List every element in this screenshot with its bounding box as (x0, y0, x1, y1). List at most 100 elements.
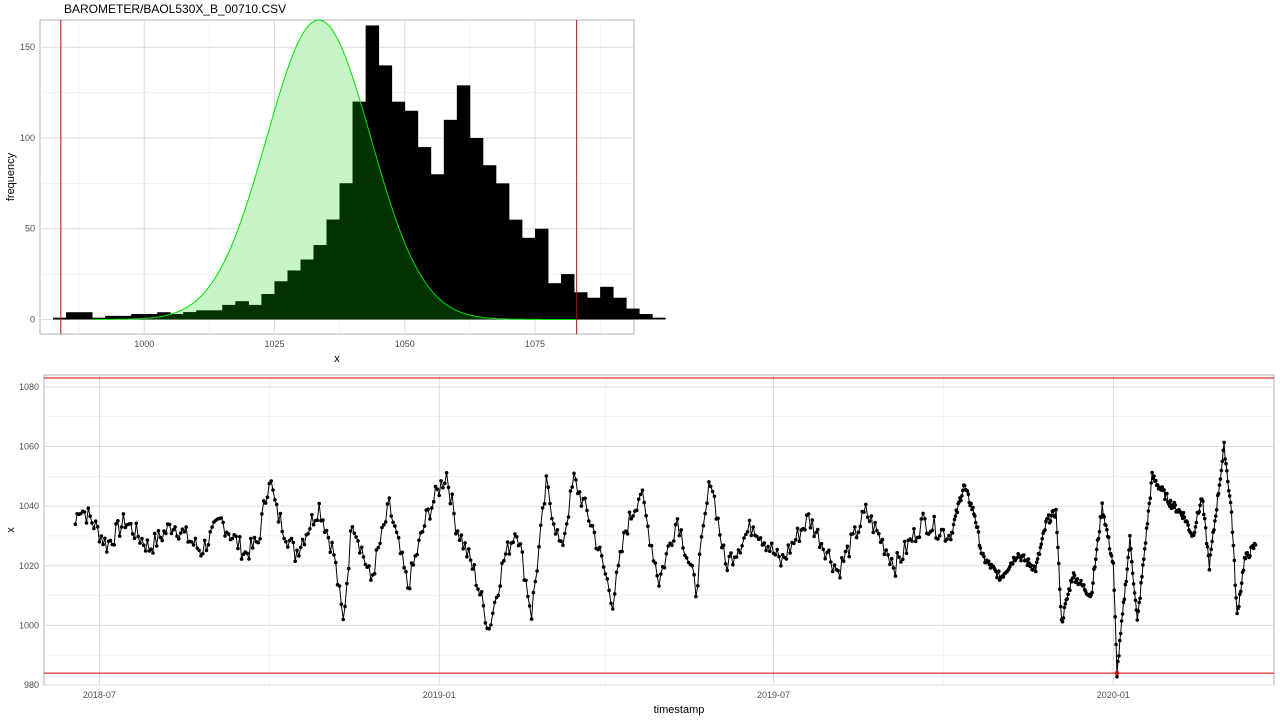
timeseries-point (348, 529, 353, 533)
timeseries-point (666, 544, 670, 548)
timeseries-point (407, 586, 412, 591)
timeseries-point (105, 550, 109, 554)
timeseries-point (655, 573, 659, 578)
timeseries-point (478, 592, 482, 597)
timeseries-point (609, 601, 613, 606)
timeseries-point (646, 524, 650, 528)
timeseries-point (352, 531, 357, 536)
timeseries-point (204, 548, 209, 553)
histogram-x-tick-label: 1075 (525, 339, 545, 349)
timeseries-point (1122, 597, 1127, 601)
timeseries-point (838, 576, 842, 580)
timeseries-point (361, 555, 366, 559)
timeseries-point (904, 551, 909, 556)
timeseries-point (459, 533, 464, 537)
timeseries-point (847, 554, 851, 559)
timeseries-point (1239, 589, 1243, 594)
histogram-bar-overlap (326, 219, 341, 320)
timeseries-point (380, 525, 384, 530)
timeseries-point (592, 530, 597, 535)
timeseries-point (515, 535, 519, 539)
timeseries-point (945, 537, 949, 541)
timeseries-point (151, 551, 155, 555)
timeseries-point (1135, 618, 1140, 622)
timeseries-point (969, 501, 973, 506)
timeseries-point (1115, 674, 1119, 679)
timeseries-point (823, 556, 827, 561)
timeseries-point (1234, 596, 1238, 600)
timeseries-point (1214, 507, 1219, 512)
timeseries-point (286, 545, 290, 549)
timeseries-point (1219, 468, 1224, 473)
timeseries-x-axis-label: timestamp (654, 704, 705, 716)
timeseries-point (638, 492, 643, 497)
timeseries-point (616, 563, 621, 568)
timeseries-point (476, 587, 480, 591)
timeseries-point (902, 539, 907, 544)
timeseries-point (1223, 457, 1227, 461)
timeseries-point (1118, 631, 1123, 636)
timeseries-point (1031, 568, 1035, 572)
timeseries-point (1142, 547, 1147, 551)
timeseries-point (955, 510, 960, 515)
timeseries-y-tick-label: 1040 (19, 501, 39, 511)
timeseries-point (725, 568, 730, 573)
timeseries-point (417, 538, 421, 543)
timeseries-point (1171, 505, 1176, 510)
timeseries-point (657, 584, 661, 588)
timeseries-point (590, 524, 595, 528)
timeseries-point (768, 549, 772, 553)
timeseries-point (1051, 508, 1056, 513)
histogram-bar (561, 274, 575, 320)
timeseries-point (1033, 564, 1037, 569)
timeseries-point (843, 549, 848, 554)
timeseries-point (736, 548, 741, 552)
timeseries-point (1119, 619, 1124, 623)
timeseries-point (697, 552, 702, 556)
timeseries-point (337, 584, 342, 588)
timeseries-point (73, 522, 78, 526)
timeseries-point (599, 554, 604, 558)
timeseries-point (1130, 559, 1134, 564)
timeseries-point (1037, 552, 1042, 556)
timeseries-point (433, 484, 438, 489)
timeseries-point (758, 536, 763, 540)
timeseries-point (923, 517, 927, 521)
histogram-bar-overlap (339, 183, 354, 320)
timeseries-point (913, 539, 918, 544)
histogram-bar-overlap (209, 310, 223, 320)
timeseries-point (718, 533, 722, 537)
timeseries-point (1225, 469, 1229, 473)
timeseries-point (598, 545, 602, 550)
timeseries-point (721, 543, 726, 547)
timeseries-point (1094, 547, 1099, 552)
histogram-bar (456, 85, 471, 320)
timeseries-point (1063, 601, 1068, 606)
timeseries-point (472, 563, 477, 567)
timeseries-point (1221, 448, 1225, 453)
timeseries-point (1066, 592, 1070, 597)
timeseries-point (566, 515, 571, 519)
timeseries-point (962, 483, 967, 488)
histogram-bar-overlap (261, 294, 275, 320)
histogram-x-tick-label: 1025 (264, 339, 284, 349)
timeseries-point (1058, 587, 1062, 591)
timeseries-point (542, 502, 547, 506)
timeseries-point (487, 626, 491, 631)
timeseries-point (180, 527, 185, 531)
timeseries-point (546, 485, 550, 490)
histogram-bar-overlap (287, 270, 301, 320)
histogram-bar (443, 119, 458, 320)
timeseries-point (899, 560, 903, 564)
timeseries-point (788, 551, 792, 555)
timeseries-point (339, 602, 344, 606)
timeseries-point (1202, 512, 1206, 517)
timeseries-point (559, 539, 563, 543)
timeseries-point (684, 556, 689, 560)
timeseries-point (317, 501, 322, 506)
timeseries-point (90, 521, 94, 525)
timeseries-point (535, 569, 539, 573)
timeseries-point (295, 548, 299, 553)
timeseries-point (862, 510, 866, 514)
timeseries-point (1111, 561, 1116, 565)
